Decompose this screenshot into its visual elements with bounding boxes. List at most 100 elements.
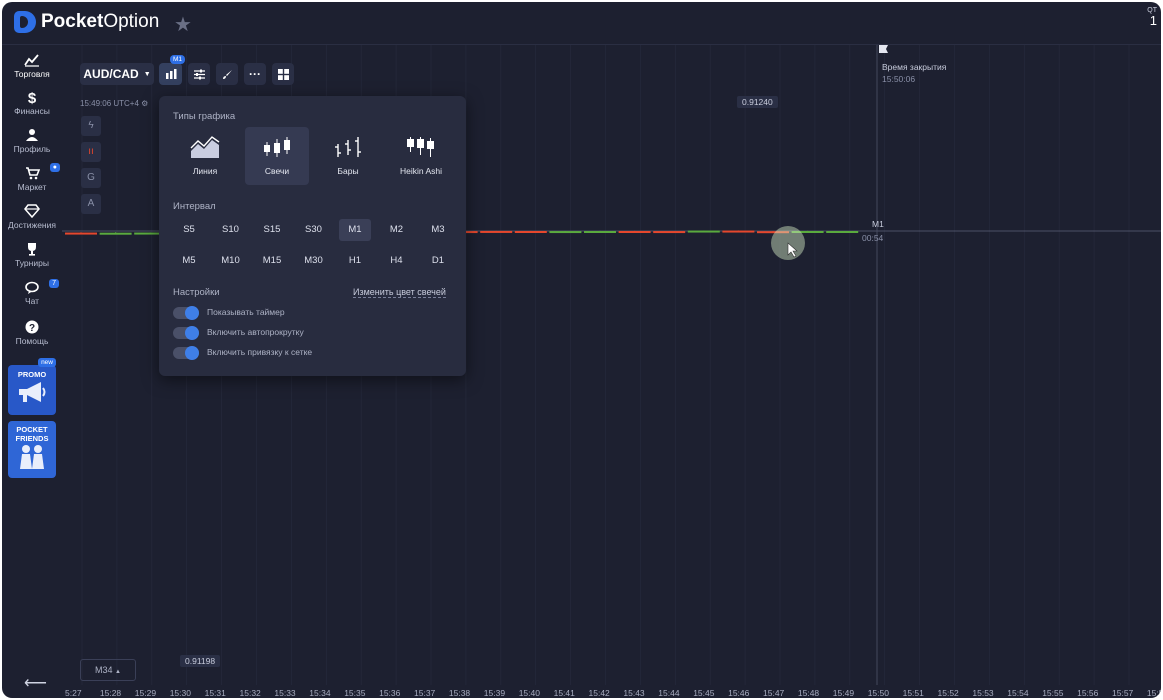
interval-option[interactable]: S10 [222,224,239,235]
candle-down [514,231,547,233]
interval-option[interactable]: S15 [263,224,281,235]
time-tick-label: 15:45 [693,688,715,698]
toggle-label: Показывать таймер [207,307,285,317]
sidebar-item-label: Профиль [13,144,51,154]
g-button[interactable]: G [81,168,101,188]
sidebar-item-label: Чат [24,296,40,306]
sidebar-item-help[interactable]: ? Помощь [2,320,62,346]
sidebar-item-trading[interactable]: Торговля [2,53,62,79]
zoom-selector[interactable]: M34 ▲ [80,659,136,681]
utc-clock: 15:49:06 UTC+4 ⚙ [80,99,148,108]
more-button[interactable]: ··· [244,63,266,85]
candle-up [584,231,616,233]
toggle-label: Включить автопрокрутку [207,327,304,337]
sidebar-item-profile[interactable]: Профиль [2,128,62,154]
corner-info: QT 1 [1147,6,1157,28]
interval-option[interactable]: M3 [431,224,445,235]
interval-option[interactable]: S5 [183,224,195,235]
ohlc-bars-icon [335,137,361,157]
pocket-friends-banner[interactable]: POCKET FRIENDS [8,421,56,478]
chart-type-bars[interactable]: Бары [316,127,380,185]
brand-logo[interactable]: Pocket Option [14,11,159,33]
candle-down [65,232,97,235]
grid-snap-toggle[interactable] [173,346,199,360]
high-price-label: 0.91240 [737,96,778,108]
interval-option[interactable]: H1 [348,255,362,266]
sidebar-item-label: Маркет [17,182,47,192]
time-tick-label: 15:38 [448,688,471,698]
time-tick-label: 15:48 [797,688,820,698]
candle-up [687,230,720,233]
a-button[interactable]: A [81,194,101,214]
show-timer-toggle[interactable] [173,306,199,320]
sidebar-item-chat[interactable]: 7 Чат [2,279,62,306]
notification-badge: ● [49,163,60,172]
pocket-option-logo-icon [14,11,36,33]
chart-type-heikin-ashi[interactable]: Heikin Ashi [387,127,455,185]
chart-type-candles[interactable]: Свечи [245,127,309,185]
corner-value: 1 [1149,13,1157,28]
chat-count-badge: 7 [49,279,59,288]
drawing-tools-button[interactable] [216,63,238,85]
interval-option[interactable]: M10 [221,255,240,266]
interval-badge: M1 [169,55,185,64]
candle-down [653,231,686,234]
asset-pair-label: AUD/CAD [83,67,139,81]
user-icon [26,129,38,141]
sidebar-item-label: Помощь [15,336,49,346]
sidebar-item-market[interactable]: ● Маркет [2,163,62,192]
star-icon[interactable]: ★ [174,14,192,36]
chart-area[interactable]: Время закрытия 15:50:06 M1 00:54 0.91240… [62,45,1161,698]
indicators-button[interactable] [188,63,210,85]
interval-option[interactable]: M5 [182,255,196,266]
time-tick-label: 15:29 [134,688,157,698]
change-candle-color-link[interactable]: Изменить цвет свечей [353,287,446,298]
candle-down [722,230,755,233]
sidebar-item-label: Торговля [14,69,50,79]
chevron-down-icon: ▼ [143,70,151,78]
settings-gear-icon[interactable]: ⚙ [141,99,149,108]
sidebar-item-achievements[interactable]: Достижения [2,204,62,230]
cart-icon [25,167,40,180]
candle-down [757,231,789,234]
candles-icon [165,68,176,79]
friends-illustration-icon [20,445,44,469]
quick-trade-button[interactable]: ϟ [81,116,101,136]
interval-option[interactable]: D1 [431,255,445,266]
interval-option[interactable]: M30 [304,255,323,266]
time-tick-label: 15:37 [414,688,436,698]
autoscroll-toggle[interactable] [173,326,199,340]
current-interval-label: M1 [872,219,884,229]
time-tick-label: 15:43 [623,688,645,698]
sidebar-item-tournaments[interactable]: Турниры [2,242,62,268]
settings-title: Настройки [173,287,220,298]
close-time-label: Время закрытия [882,62,947,72]
time-tick-label: 15:44 [658,688,680,698]
layout-button[interactable] [272,63,294,85]
interval-option[interactable]: S30 [305,224,322,235]
time-tick-label: 15:30 [169,688,191,698]
candle-timer: 00:54 [862,233,884,243]
top-bar: Pocket Option ★ QT 1 [2,2,1161,45]
area-chart-icon [190,136,220,158]
signals-button[interactable]: ıı [81,142,101,162]
dollar-icon: $ [27,90,37,107]
interval-option[interactable]: M2 [389,224,404,235]
promo-banner[interactable]: new PROMO [8,358,56,415]
candle-up [99,232,132,235]
sidebar-item-finance[interactable]: $ Финансы [2,90,62,116]
time-tick-label: 15:32 [239,688,261,698]
megaphone-icon [19,382,46,402]
chart-type-line[interactable]: Линия [173,127,237,185]
interval-option[interactable]: M15 [262,255,282,266]
time-tick-label: 15:50 [867,688,889,698]
chart-type-label: Линия [192,166,218,176]
asset-selector[interactable]: AUD/CAD ▼ [80,63,154,85]
time-tick-label: 15:46 [728,688,750,698]
interval-option[interactable]: H4 [390,255,403,266]
time-tick-label: 15:52 [937,688,959,698]
interval-option[interactable]: M1 [339,219,371,241]
chart-type-button[interactable]: M1 [159,55,185,85]
sidebar: Торговля $ Финансы Профиль ● Маркет Дост… [2,45,62,698]
collapse-arrow-icon[interactable]: ⟵ [24,675,47,692]
